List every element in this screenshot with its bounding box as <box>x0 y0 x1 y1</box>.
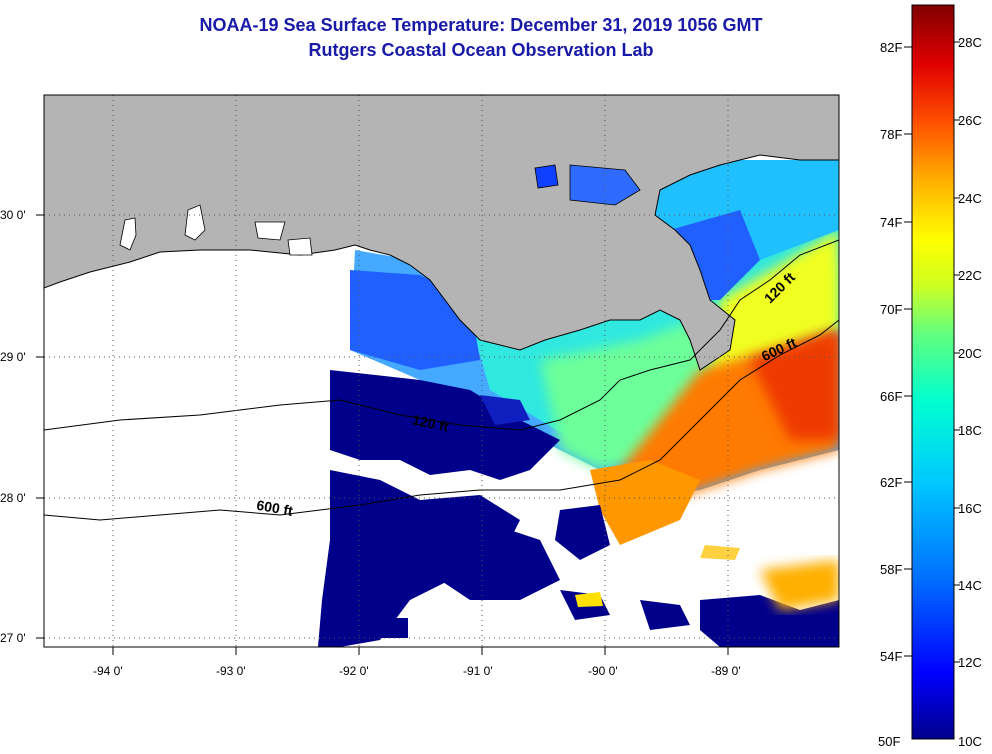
lat-label: 27 0' <box>0 631 26 645</box>
colorbar-f-label: 54F <box>880 649 903 664</box>
lake-icon <box>534 164 559 189</box>
colorbar-c-label: 10C <box>958 734 982 749</box>
colorbar-f-label: 50F <box>878 734 901 749</box>
lon-label: -89 0' <box>711 664 741 678</box>
land-mass <box>44 95 839 371</box>
colorbar-c-label: 22C <box>958 268 982 283</box>
lon-label: -91 0' <box>463 664 493 678</box>
colorbar <box>911 4 955 740</box>
colorbar-c-label: 28C <box>958 35 982 50</box>
depth-contours <box>44 239 839 521</box>
colorbar-ticks <box>904 41 960 663</box>
colorbar-f-label: 70F <box>880 302 903 317</box>
graticule <box>44 95 839 647</box>
cold-patches <box>318 370 839 647</box>
colorbar-f-label: 74F <box>880 215 903 230</box>
lat-label: 28 0' <box>0 491 26 505</box>
lon-label: -93 0' <box>216 664 246 678</box>
colorbar-f-label: 62F <box>880 475 903 490</box>
lake-icon <box>184 204 206 241</box>
colorbar-f-label: 66F <box>880 389 903 404</box>
contour-label: 120 ft <box>411 411 450 434</box>
axis-ticks <box>36 214 729 655</box>
colorbar-c-label: 26C <box>958 113 982 128</box>
map-subtitle: Rutgers Coastal Ocean Observation Lab <box>308 40 654 60</box>
colorbar-f-label: 78F <box>880 127 903 142</box>
warm-flecks <box>575 545 839 610</box>
lon-label: -92 0' <box>339 664 369 678</box>
colorbar-c-label: 24C <box>958 191 982 206</box>
lake-icon <box>254 221 286 241</box>
colorbar-c-label: 20C <box>958 346 982 361</box>
lake-icon <box>119 217 137 251</box>
colorbar-f-label: 58F <box>880 562 903 577</box>
colorbar-c-label: 12C <box>958 655 982 670</box>
map-title: NOAA-19 Sea Surface Temperature: Decembe… <box>199 15 763 35</box>
lat-label: 30 0' <box>0 208 26 222</box>
colorbar-c-label: 16C <box>958 501 982 516</box>
colorbar-f-label: 82F <box>880 40 903 55</box>
lake-icon <box>287 237 313 256</box>
lon-label: -94 0' <box>93 664 123 678</box>
map-border <box>43 94 840 648</box>
contour-label: 600 ft <box>255 497 294 519</box>
colorbar-c-label: 14C <box>958 578 982 593</box>
colorbar-c-label: 18C <box>958 423 982 438</box>
lon-label: -90 0' <box>588 664 618 678</box>
lat-label: 29 0' <box>0 350 26 364</box>
